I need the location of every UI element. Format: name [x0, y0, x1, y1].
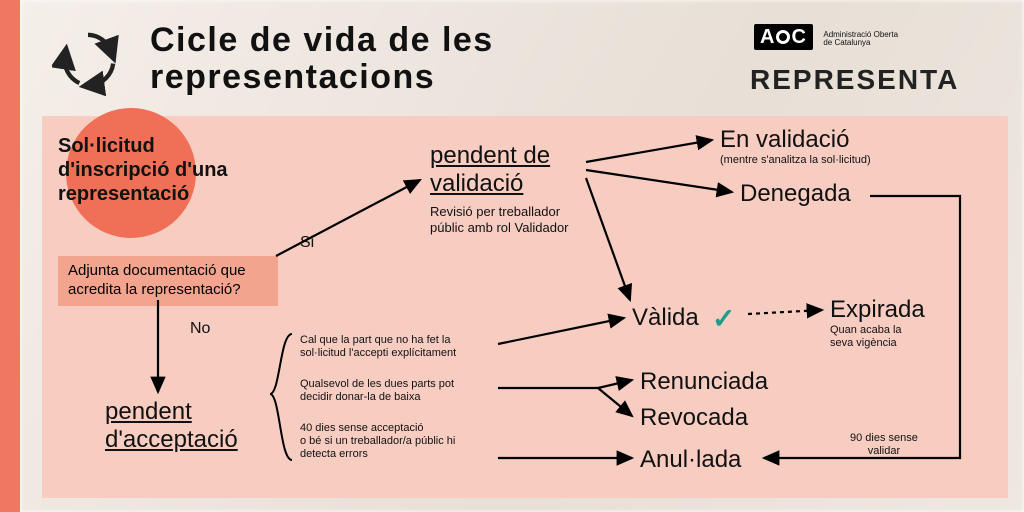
- note-pendent-validacio: Revisió per treballador públic amb rol V…: [430, 204, 569, 235]
- cycle-icon: [52, 24, 124, 96]
- representa-logo: REPRESENTA: [750, 64, 959, 96]
- state-revocada: Revocada: [640, 404, 748, 432]
- title-line-1: Cicle de vida de les: [150, 22, 494, 59]
- label-si: Si: [300, 234, 314, 252]
- accent-bar: [0, 0, 20, 512]
- note-90dies: 90 dies sense validar: [850, 432, 918, 458]
- state-anullada: Anul·lada: [640, 446, 741, 474]
- brace-note-3: 40 dies sense acceptació o bé si un treb…: [300, 422, 455, 462]
- brace-note-1: Cal que la part que no ha fet la sol·lic…: [300, 334, 456, 360]
- aoc-logo: AC Administració Obertade Catalunya: [754, 26, 898, 49]
- brace-note-2: Qualsevol de les dues parts pot decidir …: [300, 378, 454, 404]
- label-no: No: [190, 320, 210, 338]
- state-expirada: Expirada: [830, 296, 925, 324]
- state-pendent-validacio: pendent de validació: [430, 142, 550, 197]
- aoc-tag-2: de Catalunya: [823, 38, 870, 47]
- note-en-validacio: (mentre s'analitza la sol·licitud): [720, 154, 871, 167]
- note-expirada: Quan acaba la seva vigència: [830, 324, 902, 350]
- state-denegada: Denegada: [740, 180, 851, 208]
- page-title: Cicle de vida de les representacions: [150, 22, 494, 97]
- state-renunciada: Renunciada: [640, 368, 768, 396]
- state-valida: Vàlida: [632, 304, 699, 332]
- title-line-2: representacions: [150, 59, 494, 96]
- decision-box: Adjunta documentació que acredita la rep…: [58, 256, 278, 306]
- state-pendent-acceptacio: pendent d'acceptació: [105, 398, 238, 453]
- start-node: Sol·licitud d'inscripció d'una represent…: [58, 134, 228, 206]
- state-en-validacio: En validació: [720, 126, 849, 154]
- check-icon: ✓: [712, 302, 735, 335]
